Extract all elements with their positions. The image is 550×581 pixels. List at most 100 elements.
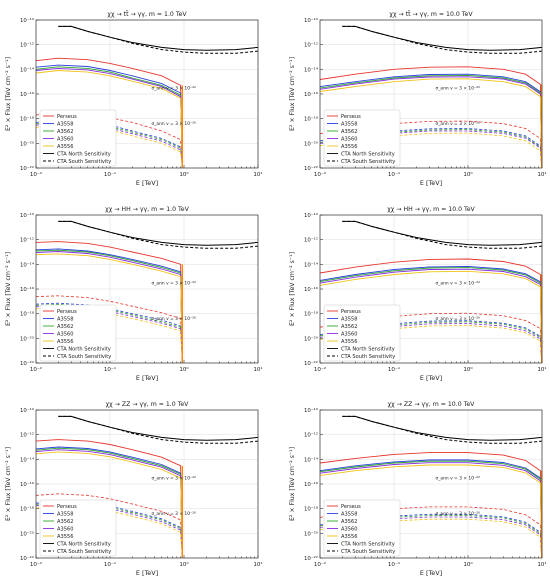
annotation-upper: σ_ann v = 3 × 10⁻²² — [435, 476, 480, 482]
series-line-a3560 — [35, 251, 183, 364]
chart-panel-6: χχ → ZZ → γγ, m = 10.0 TeV 10⁻²² 10⁻²⁰ 10⁻¹… — [289, 401, 547, 577]
legend-label: A3558 — [341, 121, 357, 127]
y-tick-label: 10⁻¹⁸ — [304, 116, 318, 123]
legend-label: CTA South Sensitivity — [341, 354, 395, 360]
legend-label: A3560 — [57, 526, 73, 532]
legend-label: A3556 — [341, 534, 357, 540]
annotation-upper: σ_ann v = 3 × 10⁻²² — [151, 476, 196, 482]
x-tick-label: 10⁻¹ — [388, 366, 400, 373]
series-line-a3562 — [35, 66, 183, 169]
annotation-lower: σ_ann v = 3 × 10⁻²⁶ — [151, 121, 196, 127]
y-tick-label: 10⁻¹² — [20, 42, 34, 49]
y-tick-label: 10⁻¹² — [304, 237, 318, 244]
y-axis-label: E² × Flux [TeV cm⁻² s⁻¹] — [289, 252, 296, 326]
series-line-cta-south-sensitivity — [58, 220, 259, 249]
legend-label: CTA North Sensitivity — [57, 541, 111, 547]
legend-label: Perseus — [341, 114, 361, 120]
series-line-a3558 — [319, 265, 543, 364]
chart-panel-4: χχ → HH → γγ, m = 10.0 TeV 10⁻²² 10⁻²⁰ 10⁻¹… — [289, 206, 547, 382]
y-axis-label: E² × Flux [TeV cm⁻² s⁻¹] — [289, 57, 296, 131]
y-tick-label: 10⁻¹² — [20, 432, 34, 439]
chart-title: χχ → HH → γγ, m = 1.0 TeV — [105, 206, 189, 213]
x-tick-label: 10⁰ — [463, 171, 473, 178]
y-tick-label: 10⁻¹² — [20, 237, 34, 244]
chart-panel-1: χχ → tt̄ → γγ, m = 1.0 TeV 10⁻²² 10⁻²⁰ 10⁻¹… — [5, 9, 263, 187]
series-line-a3556 — [319, 464, 543, 559]
x-tick-label: 10⁻² — [30, 561, 42, 568]
y-tick-label: 10⁻¹⁸ — [304, 506, 318, 513]
legend-label: A3560 — [341, 526, 357, 532]
series-line-cta-north-sensitivity — [342, 415, 543, 441]
series-line-cta-south-sensitivity — [342, 415, 543, 444]
legend-label: Perseus — [57, 504, 77, 510]
y-tick-label: 10⁻¹⁸ — [20, 116, 34, 123]
x-tick-label: 10⁻² — [314, 561, 326, 568]
y-tick-label: 10⁻¹² — [304, 42, 318, 49]
legend-box — [39, 304, 117, 362]
legend-label: A3562 — [57, 324, 73, 330]
y-tick-label: 10⁻¹⁰ — [20, 17, 34, 24]
series-line-cta-north-sensitivity — [342, 25, 543, 51]
x-tick-label: 10⁰ — [179, 366, 189, 373]
y-tick-label: 10⁻¹⁰ — [304, 407, 318, 414]
x-tick-label: 10⁻¹ — [388, 171, 400, 178]
y-tick-label: 10⁻²² — [304, 555, 318, 562]
legend-box — [323, 109, 401, 167]
y-tick-label: 10⁻¹⁶ — [20, 91, 34, 98]
legend-label: CTA South Sensitivity — [341, 159, 395, 165]
x-tick-label: 10⁻¹ — [104, 366, 116, 373]
legend-label: A3560 — [341, 331, 357, 337]
x-axis-label: E [TeV] — [420, 374, 442, 382]
x-tick-label: 10⁻¹ — [104, 171, 116, 178]
y-tick-label: 10⁻¹⁴ — [304, 66, 318, 73]
y-axis-label: E² × Flux [TeV cm⁻² s⁻¹] — [5, 57, 12, 131]
legend-label: CTA South Sensitivity — [57, 159, 111, 165]
y-axis-label: E² × Flux [TeV cm⁻² s⁻¹] — [5, 252, 12, 326]
y-axis-label: E² × Flux [TeV cm⁻² s⁻¹] — [289, 447, 296, 521]
legend-label: A3558 — [57, 511, 73, 517]
y-tick-label: 10⁻¹² — [304, 432, 318, 439]
series-line-perseus — [35, 57, 183, 169]
legend-label: A3560 — [341, 136, 357, 142]
x-tick-label: 10¹ — [253, 366, 262, 373]
series-line-a3562 — [35, 447, 183, 559]
legend-label: A3562 — [57, 519, 73, 525]
x-tick-label: 10⁻¹ — [388, 561, 400, 568]
y-tick-label: 10⁻²² — [20, 555, 34, 562]
series-line-cta-south-sensitivity — [58, 25, 259, 54]
y-tick-label: 10⁻¹⁴ — [304, 261, 318, 268]
annotation-lower: σ_ann v = 3 × 10⁻²⁶ — [435, 511, 480, 517]
chart-panel-3: χχ → HH → γγ, m = 1.0 TeV 10⁻²² 10⁻²⁰ 10⁻¹⁸… — [5, 206, 263, 382]
legend-label: A3556 — [57, 144, 73, 150]
series-line-cta-south-sensitivity — [342, 25, 543, 54]
y-tick-label: 10⁻¹⁶ — [304, 91, 318, 98]
series-line-a3560 — [319, 76, 543, 169]
series-line-a3558 — [319, 459, 543, 559]
series-line-perseus — [319, 258, 543, 364]
series-line-a3556 — [35, 451, 183, 559]
x-tick-label: 10⁰ — [463, 366, 473, 373]
series-line-cta-north-sensitivity — [58, 415, 259, 441]
annotation-upper: σ_ann v = 3 × 10⁻²² — [435, 86, 480, 92]
annotation-lower: σ_ann v = 3 × 10⁻²⁶ — [151, 511, 196, 517]
legend-label: Perseus — [341, 309, 361, 315]
legend-label: A3562 — [341, 324, 357, 330]
legend-label: A3558 — [57, 121, 73, 127]
legend-label: A3556 — [57, 339, 73, 345]
series-dashed-line-a3562 — [35, 303, 183, 364]
x-axis-label: E [TeV] — [136, 179, 158, 187]
legend-box — [323, 304, 401, 362]
series-line-cta-north-sensitivity — [342, 220, 543, 246]
y-tick-label: 10⁻¹⁰ — [304, 212, 318, 219]
annotation-lower: σ_ann v = 3 × 10⁻²⁶ — [435, 121, 480, 127]
series-line-perseus — [319, 66, 543, 169]
y-tick-label: 10⁻²⁰ — [304, 335, 318, 342]
legend-label: CTA North Sensitivity — [57, 346, 111, 352]
legend-label: A3562 — [57, 129, 73, 135]
annotation-upper: σ_ann v = 3 × 10⁻²² — [151, 86, 196, 92]
series-line-a3558 — [35, 248, 183, 364]
series-line-cta-north-sensitivity — [58, 220, 259, 246]
